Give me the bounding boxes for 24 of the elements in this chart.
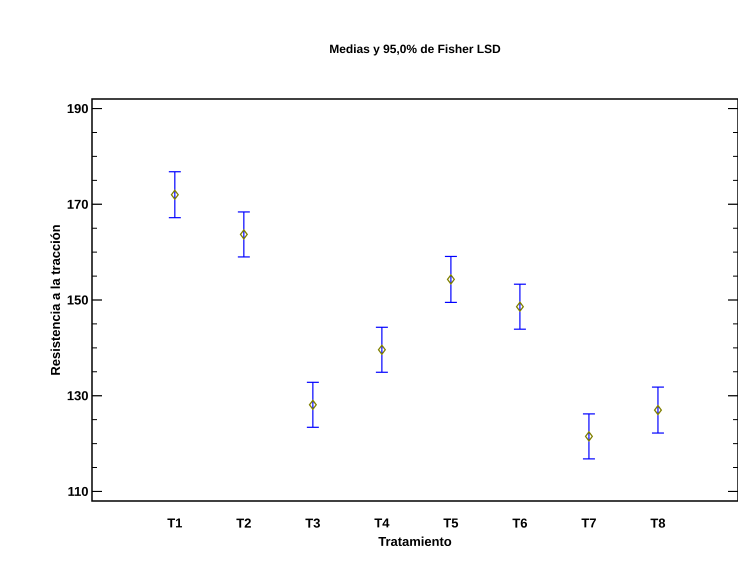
point (654, 404, 662, 416)
x-tick-label: T3 (305, 518, 320, 528)
x-tick-label: T7 (582, 518, 596, 528)
x-tick-label: T6 (512, 518, 528, 528)
x-tick-label: T4 (374, 518, 390, 528)
y-tick-label: 110 (68, 486, 88, 496)
y-axis-title: Resistencia a la tracción (50, 225, 60, 375)
x-tick-label: T1 (167, 518, 182, 528)
y-tick-label: 130 (68, 391, 88, 400)
y-tick-label: 170 (68, 200, 88, 209)
point (446, 274, 455, 285)
point (308, 400, 317, 410)
y-tick-label: 190 (68, 104, 88, 114)
x-axis-title: Tratamiento (378, 536, 452, 546)
chart-title: Medias y 95,0% de Fisher LSD (330, 44, 500, 56)
point (584, 431, 593, 442)
point (516, 302, 524, 312)
x-tick-label: T5 (443, 518, 458, 528)
x-tick-label: T8 (650, 518, 666, 528)
y-tick-label: 150 (68, 295, 88, 305)
point (170, 190, 179, 200)
x-tick-label: T2 (236, 518, 251, 528)
point (240, 229, 248, 240)
point (378, 344, 386, 355)
